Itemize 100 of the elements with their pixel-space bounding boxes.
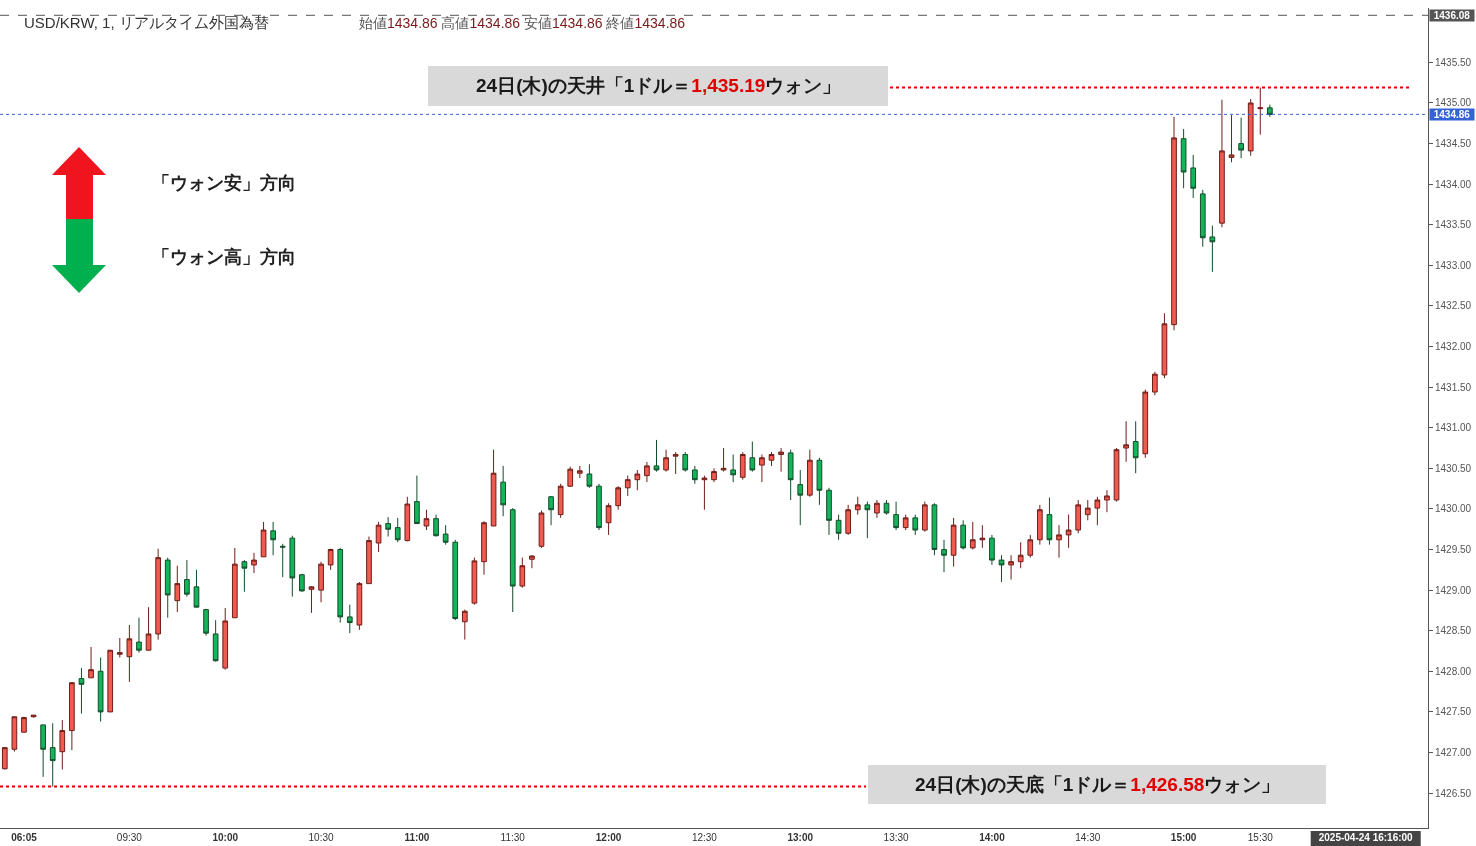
candlestick (1065, 514, 1072, 549)
candlestick (720, 447, 727, 473)
candlestick (471, 557, 478, 606)
candlestick (394, 517, 401, 543)
candlestick (663, 449, 669, 473)
candlestick (78, 667, 85, 715)
candlestick (1257, 87, 1264, 136)
chart-title: USD/KRW, 1, リアルタイム外国為替 (24, 14, 269, 32)
x-tick-label: 09:30 (116, 832, 143, 843)
candlestick (11, 716, 18, 753)
candlestick (1008, 554, 1014, 581)
x-tick-label: 14:00 (979, 832, 1006, 843)
candlestick (212, 619, 219, 663)
candlestick (423, 509, 430, 531)
candlestick (730, 454, 737, 483)
x-tick-label: 10:30 (308, 832, 335, 843)
candlestick (519, 557, 526, 589)
candlestick (941, 539, 947, 573)
y-tick-label: 1429.00 (1435, 584, 1472, 596)
y-tick-label: 1428.00 (1435, 665, 1472, 677)
candlestick (768, 451, 775, 467)
candlestick (1123, 420, 1129, 463)
candlestick (634, 469, 641, 491)
x-tick-label: 10:00 (212, 832, 239, 843)
candlestick (452, 539, 459, 621)
candlestick (1046, 497, 1053, 546)
candlestick (1199, 189, 1206, 248)
candlestick (490, 449, 497, 527)
candlestick (797, 469, 804, 526)
candlestick (1267, 104, 1273, 118)
candlestick (854, 496, 861, 516)
candlestick (164, 557, 171, 619)
candlestick (481, 520, 487, 576)
y-tick-label: 1432.00 (1435, 341, 1472, 353)
candlestick (299, 573, 305, 593)
candlestick (385, 516, 391, 538)
y-tick-label: 1430.00 (1435, 503, 1472, 515)
x-tick-label: 13:00 (787, 832, 814, 843)
candlestick (433, 514, 439, 538)
candlestick (1161, 312, 1168, 379)
candlestick (1037, 504, 1043, 546)
candlestick (222, 607, 229, 671)
candlestick (950, 517, 957, 568)
candlestick (1180, 128, 1187, 189)
candlestick (615, 485, 622, 511)
candlestick (653, 439, 660, 473)
candlestick (605, 502, 612, 536)
candlestick (260, 521, 267, 558)
candlestick (251, 552, 257, 574)
annotation: 「ウォン安」方向 (152, 173, 296, 193)
candlestick (442, 524, 449, 546)
candlestick (155, 548, 161, 641)
candlestick (184, 559, 190, 598)
candlestick (749, 441, 756, 473)
candlestick (327, 548, 334, 571)
candlestick (778, 447, 784, 473)
y-tick-label: 1432.50 (1435, 300, 1472, 312)
y-tick-label: 1431.00 (1435, 422, 1472, 434)
y-tick-label: 1427.00 (1435, 747, 1472, 758)
candlestick (404, 496, 411, 542)
candlestick (1084, 499, 1091, 521)
candlestick (337, 547, 344, 624)
candlestick (49, 722, 56, 788)
candlestick (88, 646, 94, 679)
x-tick-label: 14:30 (1075, 832, 1101, 843)
candlestick (1094, 496, 1101, 526)
x-tick-label: 15:30 (1247, 832, 1274, 843)
ref-line-label: 1436.08 (1433, 10, 1471, 21)
candlestick (356, 581, 363, 631)
x-tick-label: 12:00 (595, 832, 622, 843)
candlestick (557, 483, 564, 519)
candlestick (816, 457, 823, 506)
x-tick-label: 13:30 (883, 832, 910, 843)
candlestick (691, 465, 698, 485)
candlestick (231, 547, 238, 619)
candlestick (711, 467, 717, 483)
candlestick (1027, 534, 1034, 559)
candlestick (203, 608, 209, 637)
ref-line-label: 24日(木)の天底「1ドル＝1,426.58ウォン」 (915, 774, 1281, 795)
candlestick (874, 499, 880, 519)
candlestick (1017, 541, 1024, 569)
candlestick (912, 514, 919, 536)
candlestick (960, 519, 967, 551)
candlestick (1, 747, 8, 771)
y-tick-label: 1433.00 (1435, 259, 1472, 271)
candlestick (241, 559, 248, 593)
candlestick (682, 451, 689, 473)
y-tick-label: 1427.50 (1435, 706, 1472, 718)
candlestick (538, 510, 545, 549)
y-tick-label: 1434.50 (1435, 138, 1472, 150)
candlestick (596, 483, 602, 531)
candlestick (414, 475, 420, 525)
candlestick (116, 637, 123, 658)
candlestick (126, 624, 133, 683)
candlestick (97, 657, 104, 723)
candlestick (883, 499, 890, 516)
candlestick (586, 463, 593, 489)
candlestick (931, 502, 938, 556)
x-tick-label: 11:30 (500, 832, 526, 843)
candlestick (136, 617, 142, 654)
